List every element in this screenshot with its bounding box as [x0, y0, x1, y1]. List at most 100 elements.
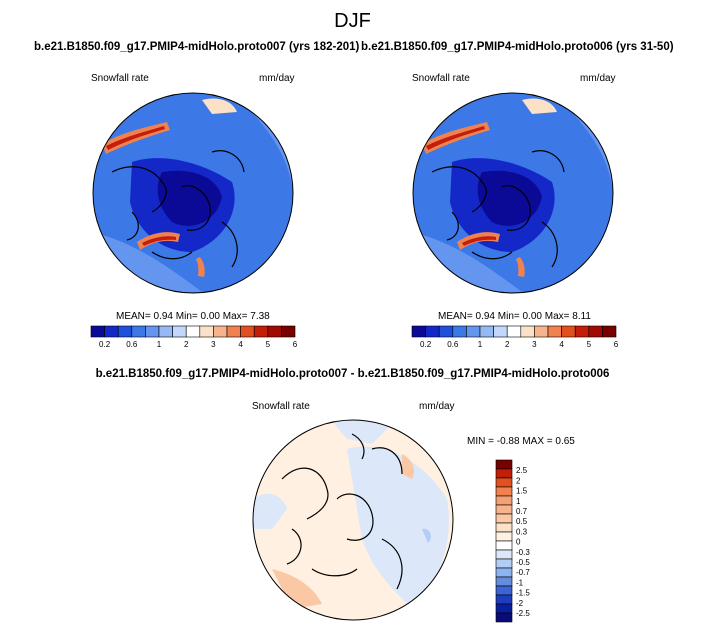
panel1-field-maxband-europe-core — [142, 236, 176, 246]
panel2-coastlines — [431, 150, 565, 268]
panel1-colorbar-swatch — [267, 325, 282, 338]
panel2-field-maxband-pacific-core — [426, 126, 485, 150]
panel2-mean-label: MEAN= — [438, 311, 473, 322]
panel2-mean-value: 0.94 — [475, 311, 495, 322]
panel3-field-positive-sw — [272, 569, 322, 609]
panel1-field-greenland-band — [196, 257, 205, 277]
panel2-colorbar-tick-label: 0.6 — [447, 340, 459, 349]
panel3-colorbar-swatch — [495, 513, 513, 524]
panel3-colorbar-swatch — [495, 459, 513, 470]
panel2-max-value: 8.11 — [572, 311, 591, 322]
panel3-colorbar-tick-label: -2.5 — [516, 609, 530, 618]
panel2-colorbar-swatch — [479, 325, 494, 338]
panel3-colorbar: 2.52 1.510.70.50.3 0-0.3-0.5-0.7-1 -1.5-2-2… — [495, 459, 530, 623]
panel3-coastlines — [281, 433, 403, 590]
panel2-colorbar-swatch — [466, 325, 481, 338]
panel2-colorbar-tick-label: 2 — [505, 340, 510, 349]
panel1-colorbar-swatch — [117, 325, 133, 338]
panel2-colorbar-tick-label: 0.2 — [420, 340, 432, 349]
panel3-colorbar-swatch — [495, 531, 513, 542]
panel2-colorbar-swatch — [493, 325, 508, 338]
panel3-units-label: mm/day — [419, 401, 455, 412]
panel2-colorbar-swatch — [574, 325, 590, 338]
panel1-colorbar-tick-label: 5 — [266, 340, 271, 349]
panel3-field-negative-spot — [422, 528, 431, 543]
panel1-field-pale-patch — [202, 98, 237, 114]
panel1-field-maxband-pacific-core — [106, 126, 165, 150]
panel3-colorbar-tick-label: -0.7 — [516, 568, 530, 577]
panel2-colorbar-swatch — [602, 325, 617, 338]
panel2-field-pale-patch — [522, 98, 557, 114]
panel2-colorbar-swatch — [452, 325, 467, 338]
panel3-colorbar-swatch — [495, 567, 513, 578]
panel1-colorbar-swatch — [281, 325, 296, 338]
panel2-variable-label: Snowfall rate — [412, 73, 470, 84]
panel3-colorbar-swatch — [495, 603, 513, 614]
panel1-colorbar-swatch — [240, 325, 255, 338]
panel2-colorbar-tick-label: 6 — [614, 340, 619, 349]
panel1-colorbar-swatch — [158, 325, 173, 338]
panel2-colorbar-swatch — [520, 325, 535, 338]
panel3-colorbar-tick-label: -2 — [516, 599, 524, 608]
panel3-colorbar-tick-label: -0.3 — [516, 548, 530, 557]
panel1-colorbar-swatch — [199, 325, 214, 338]
panel3-colorbar-tick-label: -1.5 — [516, 589, 530, 598]
panel2-colorbar-swatch — [438, 325, 454, 338]
panel3-colorbar-tick-label: 2.5 — [516, 466, 528, 475]
panel2-map-boundary — [412, 92, 614, 294]
panel2-colorbar-tick-label: 1 — [478, 340, 483, 349]
panel1-colorbar-tick-label: 0.2 — [99, 340, 111, 349]
panel3-colorbar-swatch — [495, 468, 513, 479]
panel1-map-boundary — [92, 92, 294, 294]
panel3-colorbar-tick-label: 1 — [516, 497, 521, 506]
panel1-title: b.e21.B1850.f09_g17.PMIP4-midHolo.proto0… — [34, 41, 360, 53]
panel2-stats: MEAN= 0.94 Min= 0.00 Max= 8.11 — [438, 311, 591, 322]
panel1-colorbar: 0.2 0.6 1 2 3 4 5 6 — [90, 325, 298, 349]
panel3-min-value: -0.88 — [496, 436, 520, 447]
panel2-units-label: mm/day — [580, 73, 616, 84]
panel3-max-label: MAX = — [522, 436, 553, 447]
panel3-colorbar-swatch — [495, 549, 513, 560]
panel2-colorbar-swatch — [411, 325, 426, 338]
panel1-variable-label: Snowfall rate — [91, 73, 149, 84]
panel2-field-greenland-band — [516, 257, 525, 277]
panel1-min-label: Min= — [175, 311, 198, 322]
panel1-mean-value: 0.94 — [153, 311, 173, 322]
panel1-min-value: 0.00 — [200, 311, 220, 322]
panel3-colorbar-swatch — [495, 585, 513, 596]
panel2-field-dark-pole — [477, 170, 542, 226]
panel1-mean-label: MEAN= — [116, 311, 151, 322]
panel3-map-boundary — [252, 419, 454, 621]
panel2-colorbar-tick-label: 3 — [532, 340, 537, 349]
panel3-min-label: MIN = — [467, 436, 494, 447]
panel2-map — [412, 92, 614, 294]
panel2-max-label: Max= — [544, 311, 570, 322]
panel3-field-negative-north — [332, 420, 392, 444]
panel3-colorbar-tick-label: -0.5 — [516, 558, 530, 567]
panel3-colorbar-swatch — [495, 576, 513, 587]
panel1-colorbar-swatch — [213, 325, 228, 338]
panel3-colorbar-swatch — [495, 594, 513, 605]
panel2-title: b.e21.B1850.f09_g17.PMIP4-midHolo.proto0… — [361, 41, 674, 53]
panel3-field-negative-east — [347, 446, 449, 609]
panel1-map — [92, 92, 294, 294]
panel3-map — [252, 419, 454, 621]
panel1-max-value: 7.38 — [250, 311, 270, 322]
panel1-units-label: mm/day — [259, 73, 295, 84]
panel1-field-dark-pole — [157, 170, 222, 226]
panel2-min-value: 0.00 — [522, 311, 542, 322]
panel3-colorbar-tick-label: -1 — [516, 578, 524, 587]
panel1-colorbar-swatch — [90, 325, 105, 338]
panel3-colorbar-swatch — [495, 558, 513, 569]
panel3-colorbar-tick-label: 0.7 — [516, 507, 528, 516]
panel1-colorbar-swatch — [131, 325, 146, 338]
panel3-colorbar-swatch — [495, 486, 513, 497]
panel2-colorbar-swatch — [506, 325, 522, 338]
panel1-colorbar-tick-label: 0.6 — [126, 340, 138, 349]
panel3-colorbar-swatch — [495, 504, 513, 515]
panel1-colorbar-swatch — [172, 325, 187, 338]
panel3-colorbar-tick-label: 0.5 — [516, 517, 528, 526]
panel3-colorbar-swatch — [495, 540, 513, 551]
panel2-colorbar-swatch — [547, 325, 562, 338]
panel3-colorbar-swatch — [495, 477, 513, 488]
